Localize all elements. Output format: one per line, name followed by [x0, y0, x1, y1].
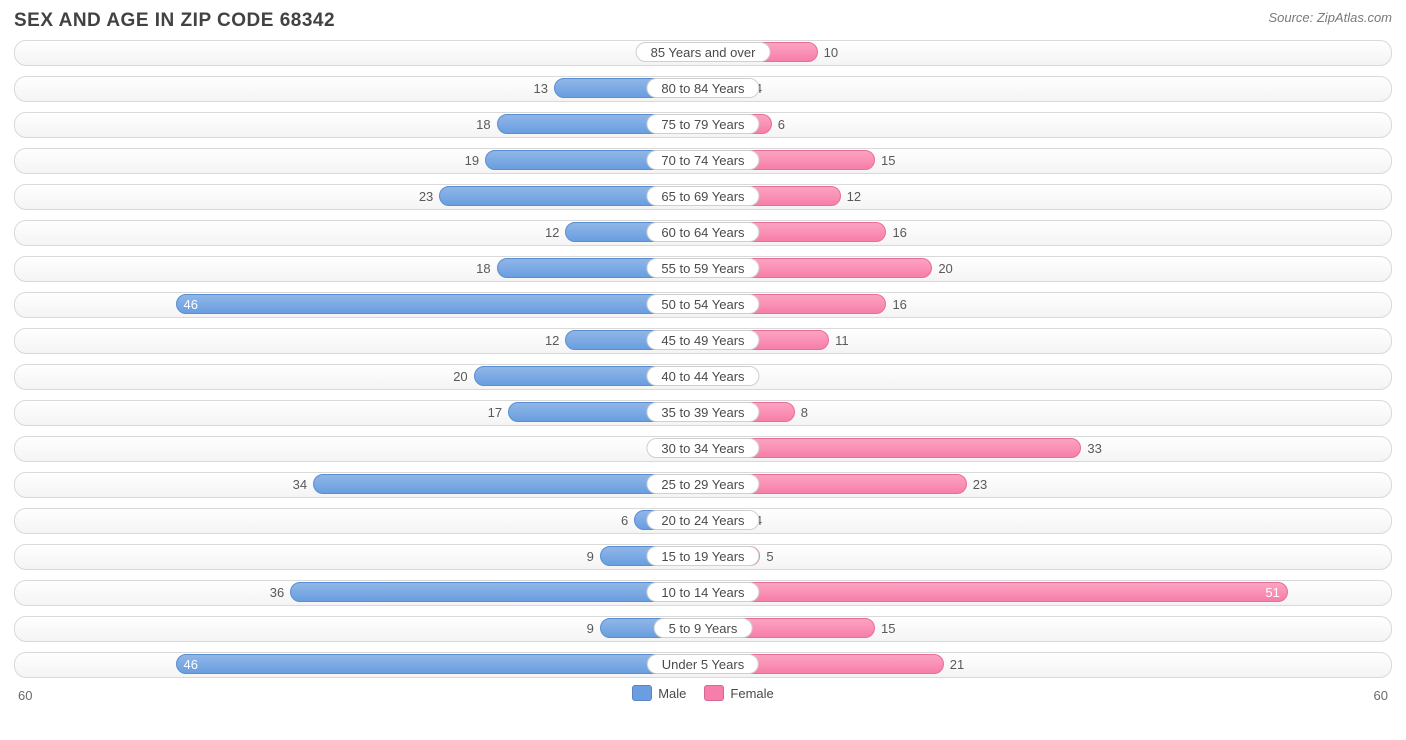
age-label-pill: 60 to 64 Years	[646, 222, 759, 242]
female-value: 11	[835, 329, 849, 353]
female-value: 6	[778, 113, 785, 137]
male-value: 13	[533, 77, 547, 101]
female-value: 33	[1087, 437, 1101, 461]
age-label-pill: 5 to 9 Years	[654, 618, 753, 638]
age-row: 12 11 45 to 49 Years	[14, 328, 1392, 354]
age-row: 46 16 50 to 54 Years	[14, 292, 1392, 318]
male-value: 46	[184, 293, 198, 317]
female-value: 15	[881, 617, 895, 641]
legend-female: Female	[704, 685, 773, 701]
female-value: 16	[892, 293, 906, 317]
chart-source: Source: ZipAtlas.com	[1268, 10, 1392, 25]
age-label-pill: 65 to 69 Years	[646, 186, 759, 206]
age-row: 13480 to 84 Years	[14, 76, 1392, 102]
male-value: 19	[465, 149, 479, 173]
legend-male-label: Male	[658, 686, 686, 701]
age-label-pill: 15 to 19 Years	[646, 546, 759, 566]
age-label-pill: 35 to 39 Years	[646, 402, 759, 422]
age-label-pill: 75 to 79 Years	[646, 114, 759, 134]
age-label-pill: 45 to 49 Years	[646, 330, 759, 350]
age-row: 9 15 5 to 9 Years	[14, 616, 1392, 642]
age-row: 18 6 75 to 79 Years	[14, 112, 1392, 138]
male-value: 12	[545, 221, 559, 245]
female-value: 5	[766, 545, 773, 569]
age-label-pill: Under 5 Years	[647, 654, 759, 674]
age-label-pill: 20 to 24 Years	[646, 510, 759, 530]
female-bar	[703, 582, 1288, 602]
female-value: 8	[801, 401, 808, 425]
age-row: 36 51 10 to 14 Years	[14, 580, 1392, 606]
chart-header: SEX AND AGE IN ZIP CODE 68342 Source: Zi…	[14, 10, 1392, 32]
male-value: 12	[545, 329, 559, 353]
male-value: 18	[476, 113, 490, 137]
age-row: 12 16 60 to 64 Years	[14, 220, 1392, 246]
age-row: 46 21 Under 5 Years	[14, 652, 1392, 678]
female-value: 23	[973, 473, 987, 497]
age-label-pill: 30 to 34 Years	[646, 438, 759, 458]
male-value: 6	[621, 509, 628, 533]
female-swatch-icon	[704, 685, 724, 701]
age-label-pill: 70 to 74 Years	[646, 150, 759, 170]
male-bar	[176, 294, 703, 314]
male-value: 9	[587, 617, 594, 641]
population-pyramid-chart: 21085 Years and over13480 to 84 Years186…	[14, 40, 1392, 678]
age-label-pill: 85 Years and over	[636, 42, 771, 62]
male-value: 46	[184, 653, 198, 677]
age-row: 19 15 70 to 74 Years	[14, 148, 1392, 174]
age-row: 23 12 65 to 69 Years	[14, 184, 1392, 210]
male-value: 9	[587, 545, 594, 569]
female-value: 10	[824, 41, 838, 65]
legend-male: Male	[632, 685, 686, 701]
female-value: 20	[938, 257, 952, 281]
female-value: 12	[847, 185, 861, 209]
chart-title: SEX AND AGE IN ZIP CODE 68342	[14, 10, 335, 32]
age-row: 9 5 15 to 19 Years	[14, 544, 1392, 570]
age-row: 20340 to 44 Years	[14, 364, 1392, 390]
age-label-pill: 55 to 59 Years	[646, 258, 759, 278]
age-row: 17 8 35 to 39 Years	[14, 400, 1392, 426]
age-row: 34 23 25 to 29 Years	[14, 472, 1392, 498]
age-row: 6420 to 24 Years	[14, 508, 1392, 534]
axis-left-max: 60	[18, 688, 32, 703]
age-label-pill: 80 to 84 Years	[646, 78, 759, 98]
age-row: 33330 to 34 Years	[14, 436, 1392, 462]
male-value: 20	[453, 365, 467, 389]
male-value: 18	[476, 257, 490, 281]
male-swatch-icon	[632, 685, 652, 701]
female-value: 51	[1265, 581, 1279, 605]
age-row: 21085 Years and over	[14, 40, 1392, 66]
male-bar	[290, 582, 703, 602]
age-row: 18 20 55 to 59 Years	[14, 256, 1392, 282]
male-value: 23	[419, 185, 433, 209]
male-value: 36	[270, 581, 284, 605]
legend-female-label: Female	[730, 686, 773, 701]
male-value: 17	[488, 401, 502, 425]
male-value: 34	[293, 473, 307, 497]
age-label-pill: 10 to 14 Years	[646, 582, 759, 602]
male-bar	[313, 474, 703, 494]
axis-right-max: 60	[1374, 688, 1388, 703]
female-value: 15	[881, 149, 895, 173]
age-label-pill: 40 to 44 Years	[646, 366, 759, 386]
age-label-pill: 25 to 29 Years	[646, 474, 759, 494]
female-bar	[703, 438, 1081, 458]
female-value: 21	[950, 653, 964, 677]
legend: Male Female	[14, 685, 1392, 701]
male-bar	[176, 654, 703, 674]
female-value: 16	[892, 221, 906, 245]
age-label-pill: 50 to 54 Years	[646, 294, 759, 314]
